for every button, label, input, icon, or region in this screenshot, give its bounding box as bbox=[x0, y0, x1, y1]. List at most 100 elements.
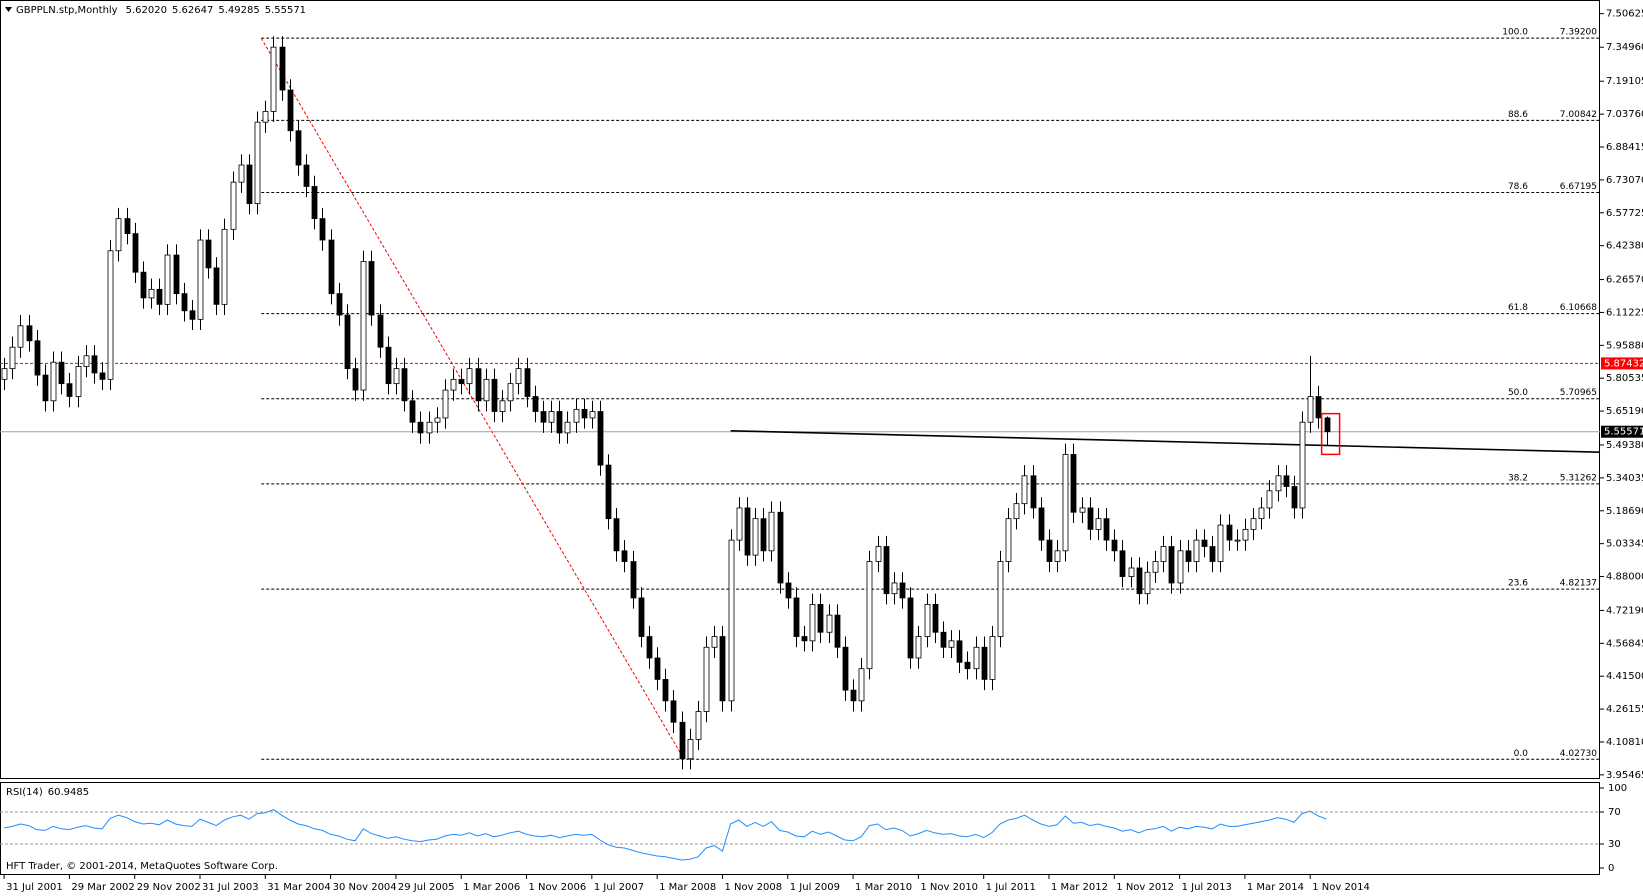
candle-body bbox=[777, 511, 784, 584]
y-tick-label: 6.57725 bbox=[1606, 208, 1643, 219]
y-tick-label: 7.19105 bbox=[1606, 76, 1643, 87]
candle-body bbox=[9, 346, 16, 370]
fib-price-label: 7.39200 bbox=[1560, 28, 1597, 38]
candle-body bbox=[377, 314, 384, 348]
candle-body bbox=[1177, 550, 1184, 584]
x-tick-label: 1 Jul 2013 bbox=[1182, 882, 1232, 893]
rsi-tick-label: 30 bbox=[1608, 839, 1621, 850]
y-tick-label: 4.10810 bbox=[1606, 737, 1643, 748]
candle-body bbox=[793, 597, 800, 637]
candle-body bbox=[475, 368, 482, 402]
candle-body bbox=[393, 368, 400, 385]
candle-body bbox=[148, 288, 155, 299]
candle-body bbox=[189, 310, 196, 320]
x-tick-label: 31 Jul 2001 bbox=[6, 882, 63, 893]
candle-body bbox=[499, 400, 506, 412]
y-tick-label: 4.88000 bbox=[1606, 572, 1643, 583]
candle-body bbox=[1062, 453, 1069, 552]
candle-body bbox=[426, 421, 433, 434]
candle-body bbox=[1128, 567, 1135, 577]
candle-body bbox=[785, 582, 792, 599]
fib-price-label: 7.00842 bbox=[1560, 110, 1597, 120]
highlight-box bbox=[1320, 412, 1341, 456]
candle-body bbox=[638, 597, 645, 637]
candle-body bbox=[891, 582, 898, 595]
candle-body bbox=[270, 46, 277, 112]
fib-level-label: 100.0 bbox=[1502, 28, 1528, 38]
candle-body bbox=[1185, 550, 1192, 562]
candle-body bbox=[1070, 453, 1077, 513]
fib-price-label: 5.31262 bbox=[1560, 473, 1597, 483]
candle-body bbox=[973, 646, 980, 670]
candle-body bbox=[760, 518, 767, 552]
candle-body bbox=[483, 378, 490, 402]
candle-body bbox=[238, 164, 245, 183]
fib-level-label: 88.6 bbox=[1508, 110, 1528, 120]
candle-body bbox=[1144, 571, 1151, 595]
candle-body bbox=[597, 411, 604, 466]
candle-body bbox=[58, 361, 65, 385]
candle-body bbox=[1242, 528, 1249, 541]
candle-body bbox=[524, 368, 531, 397]
candle-body bbox=[181, 293, 188, 312]
candle-body bbox=[205, 239, 212, 269]
y-tick-label: 4.41500 bbox=[1606, 671, 1643, 682]
y-tick-label: 7.50625 bbox=[1606, 9, 1643, 20]
candle-body bbox=[703, 646, 710, 712]
candle-body bbox=[1046, 539, 1053, 562]
header-value: 5.55571 bbox=[265, 5, 306, 16]
candle-body bbox=[564, 421, 571, 434]
candle-body bbox=[670, 700, 677, 723]
candle-body bbox=[866, 561, 873, 670]
candle-body bbox=[826, 614, 833, 633]
rsi-line bbox=[4, 809, 1327, 861]
y-tick-label: 7.03760 bbox=[1606, 109, 1643, 120]
candle-body bbox=[66, 383, 73, 397]
candle-body bbox=[254, 121, 261, 205]
candle-body bbox=[1209, 546, 1216, 562]
candle-body bbox=[1234, 539, 1241, 542]
red-level-label: 5.87432 bbox=[1604, 358, 1643, 369]
candle-body bbox=[1, 368, 8, 380]
y-tick-label: 5.49380 bbox=[1606, 440, 1643, 451]
candle-body bbox=[768, 511, 775, 552]
candle-body bbox=[295, 130, 302, 166]
candle-body bbox=[197, 239, 204, 320]
x-tick-label: 1 Nov 2010 bbox=[920, 882, 978, 893]
rsi-tick-label: 100 bbox=[1608, 783, 1627, 794]
header-value: 5.62020 bbox=[126, 5, 167, 16]
rsi-tick-label: 0 bbox=[1608, 863, 1614, 874]
candle-body bbox=[1168, 546, 1175, 584]
y-tick-label: 5.03345 bbox=[1606, 539, 1643, 550]
candle-body bbox=[99, 372, 106, 380]
candle-body bbox=[719, 636, 726, 702]
candle-body bbox=[26, 325, 33, 342]
y-tick-label: 5.18690 bbox=[1606, 506, 1643, 517]
x-tick-label: 1 Mar 2010 bbox=[855, 882, 912, 893]
candle-body bbox=[279, 46, 286, 91]
candle-body bbox=[654, 657, 661, 680]
candle-body bbox=[883, 546, 890, 595]
candle-body bbox=[115, 218, 122, 252]
main-panel bbox=[0, 0, 1600, 779]
candle-body bbox=[687, 739, 694, 760]
candle-body bbox=[42, 374, 49, 402]
x-tick-label: 29 Mar 2002 bbox=[71, 882, 134, 893]
x-tick-label: 1 Nov 2008 bbox=[724, 882, 782, 893]
candle-body bbox=[246, 164, 253, 205]
candle-body bbox=[164, 254, 171, 305]
candle-body bbox=[1103, 518, 1110, 541]
candle-body bbox=[1226, 524, 1233, 541]
candle-body bbox=[1250, 518, 1257, 530]
candle-body bbox=[605, 464, 612, 520]
chart-symbol: GBPPLN.stp,Monthly bbox=[16, 5, 118, 16]
candle-body bbox=[360, 261, 367, 391]
candle-body bbox=[1021, 475, 1028, 505]
candle-body bbox=[230, 181, 237, 230]
candle-body bbox=[932, 603, 939, 633]
fib-level-label: 23.6 bbox=[1508, 579, 1528, 589]
candle-body bbox=[646, 636, 653, 659]
candle-body bbox=[613, 518, 620, 552]
candle-body bbox=[1119, 550, 1126, 577]
